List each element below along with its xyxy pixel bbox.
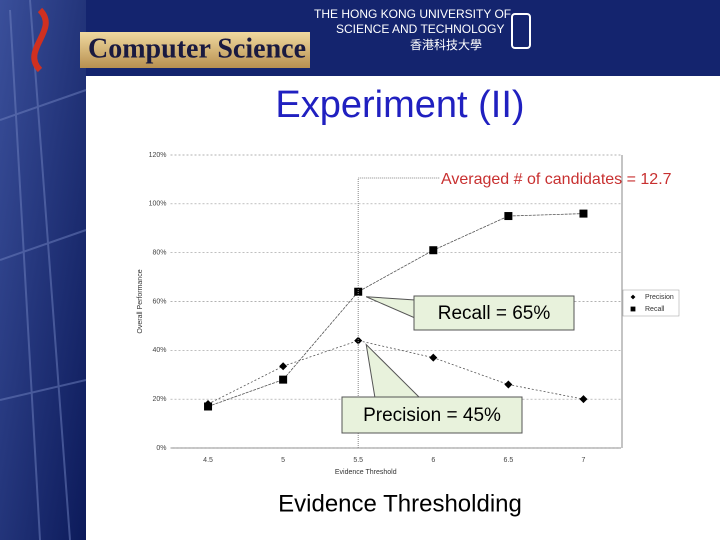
university-line: SCIENCE AND TECHNOLOGY	[336, 22, 504, 36]
x-tick-label: 4.5	[203, 457, 213, 464]
legend-label: Precision	[645, 294, 674, 301]
university-line: THE HONG KONG UNIVERSITY OF	[314, 7, 511, 21]
annotation: Recall = 65%	[438, 303, 551, 324]
x-tick-label: 5.5	[353, 457, 363, 464]
y-tick-label: 120%	[149, 152, 167, 159]
y-tick-label: 0%	[156, 445, 166, 452]
data-marker	[630, 306, 636, 312]
data-marker	[204, 402, 213, 411]
annotation: Averaged # of candidates = 12.7	[441, 171, 672, 188]
university-logo	[511, 13, 531, 49]
y-tick-label: 80%	[152, 250, 166, 257]
x-tick-label: 6	[431, 457, 435, 464]
legend-label: Recall	[645, 306, 665, 313]
data-marker	[429, 353, 438, 362]
slide-title: Experiment (II)	[275, 84, 524, 126]
data-marker	[354, 336, 363, 345]
chart: 0% 20% 40% 60% 80% 100% 120% 4.5 5 5.5 6 6.5 7 Eviden…	[137, 152, 680, 476]
y-tick-label: 20%	[152, 396, 166, 403]
x-tick-label: 6.5	[504, 457, 514, 464]
series-line	[207, 213, 584, 407]
data-marker	[504, 212, 513, 221]
y-tick-label: 60%	[152, 298, 166, 305]
department: Computer Science	[88, 33, 306, 64]
data-marker	[429, 246, 438, 255]
y-axis-label: Overall Performance	[137, 269, 144, 333]
data-marker	[579, 209, 588, 218]
university-chinese: 香港科技大學	[410, 38, 482, 52]
side-banner	[0, 0, 86, 540]
annotation: Precision = 45%	[363, 405, 501, 426]
caption: Evidence Thresholding	[278, 490, 522, 517]
callout-box	[341, 396, 523, 434]
series-line	[207, 340, 584, 405]
callout-box	[413, 295, 575, 331]
x-tick-label: 7	[582, 457, 586, 464]
legend-box	[622, 289, 680, 317]
annotation-leader	[357, 177, 440, 448]
data-marker	[279, 375, 288, 384]
data-marker	[504, 380, 513, 389]
data-marker	[579, 395, 588, 404]
department-band	[80, 32, 310, 68]
x-axis-label: Evidence Threshold	[335, 469, 397, 476]
building-graphic	[0, 0, 87, 540]
logo-swoosh	[31, 7, 49, 73]
x-tick-label: 5	[281, 457, 285, 464]
y-tick-label: 40%	[152, 347, 166, 354]
data-marker	[279, 362, 288, 371]
y-tick-label: 100%	[149, 201, 167, 208]
